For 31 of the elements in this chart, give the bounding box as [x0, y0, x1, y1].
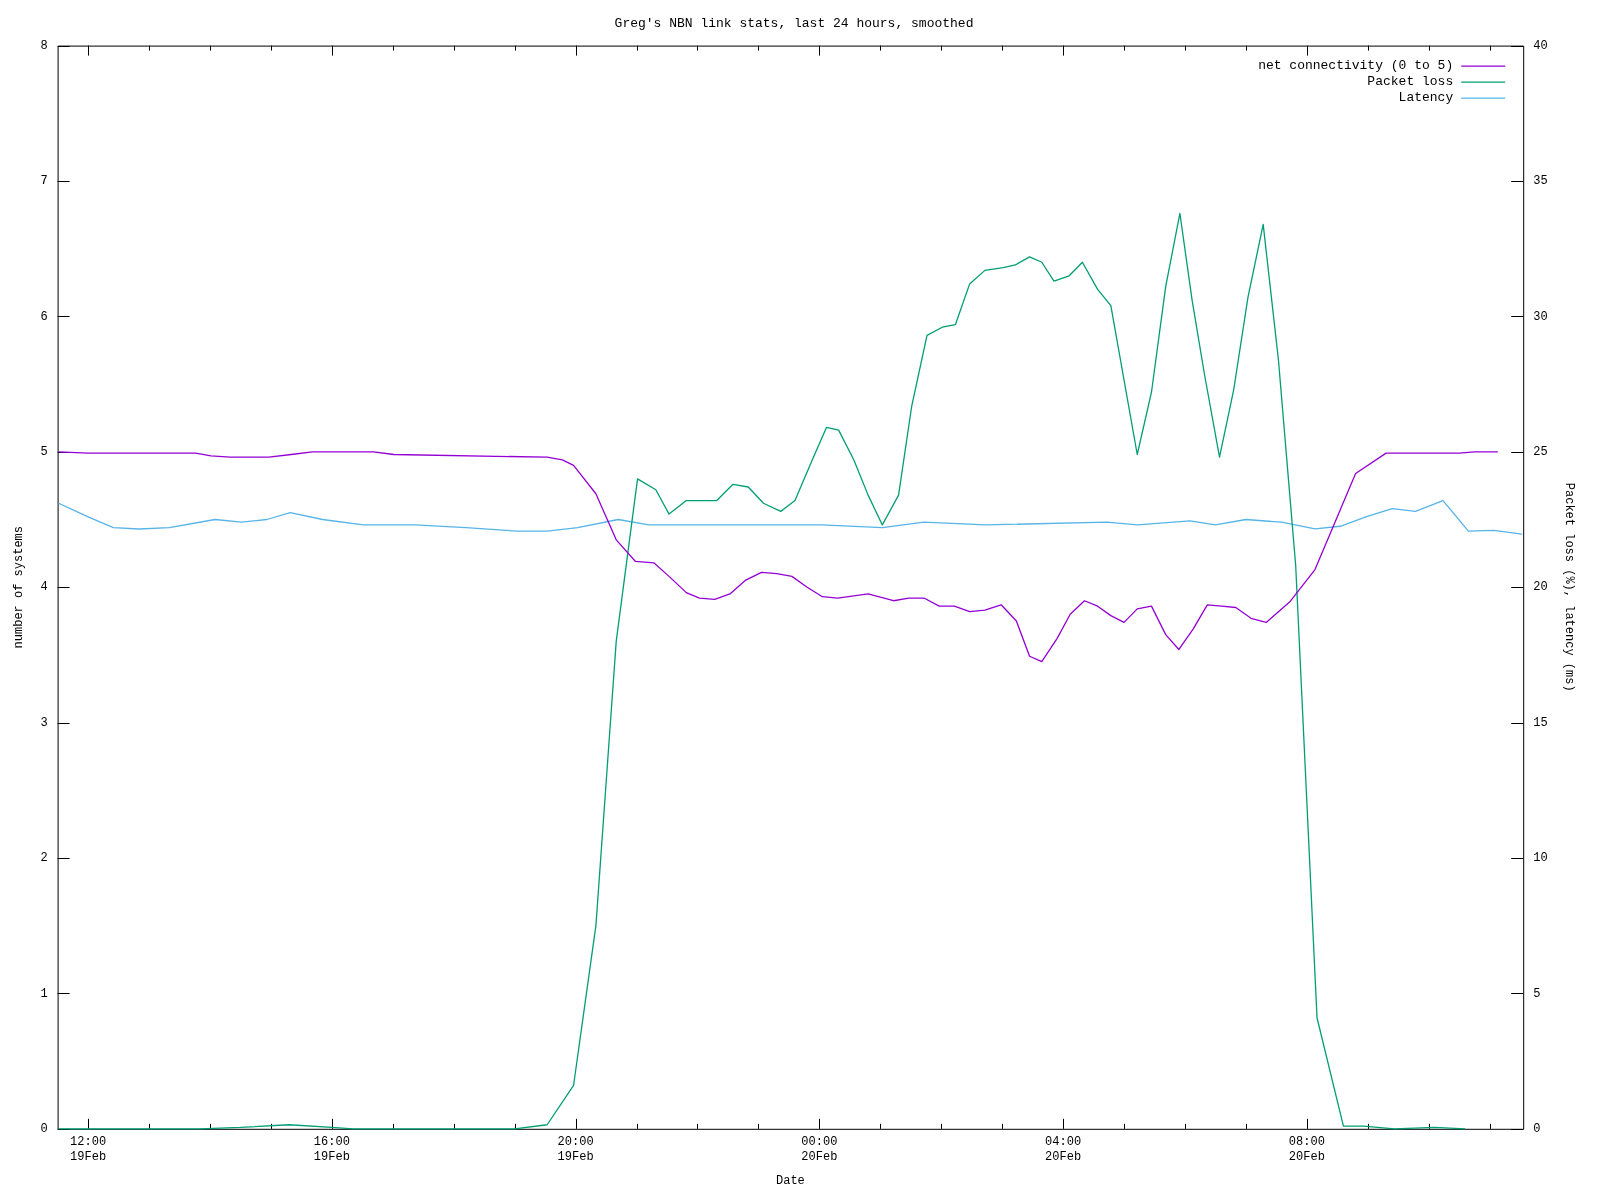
y-tick-label: 2	[40, 851, 48, 866]
y-tick-label: 4	[40, 580, 48, 595]
y-tick-label: 8	[40, 38, 48, 53]
y2-tick-label: 40	[1533, 38, 1548, 53]
y-axis-title: number of systems	[12, 525, 27, 649]
legend-label: Latency	[1398, 90, 1454, 106]
x-tick-label: 16:00 19Feb	[313, 1135, 350, 1164]
legend-label: net connectivity (0 to 5)	[1258, 58, 1454, 74]
y-tick-label: 6	[40, 309, 48, 324]
y2-tick-label: 15	[1533, 715, 1548, 730]
y-tick-label: 1	[40, 986, 48, 1001]
y-tick-label: 7	[40, 174, 48, 189]
y2-tick-label: 5	[1533, 986, 1541, 1001]
y-tick-label: 5	[40, 444, 48, 459]
x-tick-label: 12:00 19Feb	[70, 1135, 107, 1164]
x-tick-label: 08:00 20Feb	[1288, 1135, 1325, 1164]
x-tick-label: 00:00 20Feb	[801, 1135, 838, 1164]
y2-tick-label: 25	[1533, 444, 1548, 459]
y2-tick-label: 10	[1533, 851, 1548, 866]
x-axis-title: Date	[775, 1173, 805, 1188]
y2-tick-label: 30	[1533, 309, 1548, 324]
y2-axis-title: Packet loss (%), latency (ms)	[1561, 482, 1576, 692]
y2-tick-label: 20	[1533, 580, 1548, 595]
x-tick-label: 04:00 20Feb	[1045, 1135, 1082, 1164]
y-tick-label: 0	[40, 1121, 48, 1136]
legend-label: Packet loss	[1367, 74, 1454, 90]
y2-tick-label: 35	[1533, 174, 1548, 189]
x-tick-label: 20:00 19Feb	[557, 1135, 594, 1164]
y-tick-label: 3	[40, 715, 48, 730]
y2-tick-label: 0	[1533, 1121, 1541, 1136]
chart-title: Greg's NBN link stats, last 24 hours, smoothed	[614, 16, 974, 32]
